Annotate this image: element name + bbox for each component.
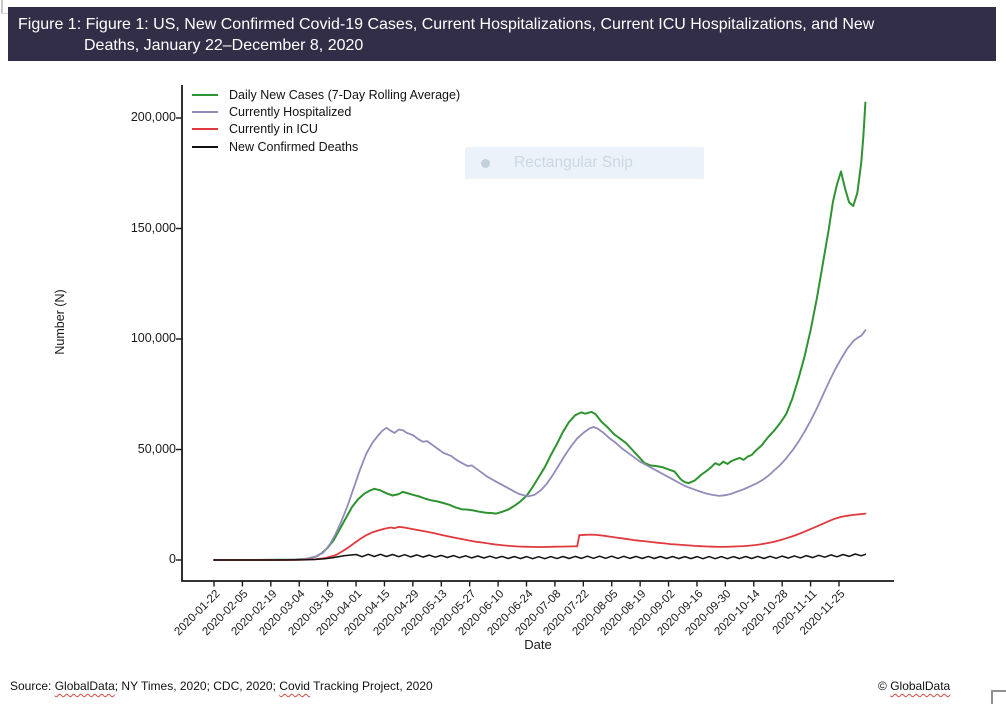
- copyright-symbol: ©: [878, 679, 891, 693]
- chart-legend: Daily New Cases (7-Day Rolling Average) C…: [192, 86, 460, 156]
- source-prefix: Source:: [10, 679, 55, 693]
- series-line-daily-new-cases-7-day-rolling-average-: [213, 101, 867, 561]
- legend-item: New Confirmed Deaths: [192, 138, 460, 155]
- series-line-currently-hospitalized: [213, 329, 867, 561]
- source-mid: ; NY Times, 2020; CDC, 2020;: [114, 679, 280, 693]
- copyright-brand: GlobalData: [890, 679, 951, 693]
- page-corner-artifact: [1, 0, 11, 14]
- copyright-line: © GlobalData: [878, 679, 950, 693]
- legend-item: Daily New Cases (7-Day Rolling Average): [192, 86, 460, 103]
- legend-label: Currently in ICU: [229, 122, 318, 137]
- series-line-currently-in-icu: [213, 512, 867, 561]
- legend-label: New Confirmed Deaths: [229, 139, 359, 154]
- source-line: Source: GlobalData; NY Times, 2020; CDC,…: [10, 679, 433, 693]
- source-globaldata: GlobalData: [54, 679, 115, 693]
- series-line-new-confirmed-deaths: [213, 553, 867, 561]
- source-suffix: Tracking Project, 2020: [309, 679, 433, 693]
- legend-label: Daily New Cases (7-Day Rolling Average): [229, 87, 461, 102]
- legend-line-swatch-icon: [192, 128, 218, 131]
- legend-label: Currently Hospitalized: [229, 105, 352, 120]
- y-tick-label: 50,000: [137, 441, 176, 456]
- table-resize-corner-mark: [991, 690, 1006, 704]
- legend-line-swatch-icon: [192, 93, 218, 96]
- snip-label: Rectangular Snip: [514, 154, 633, 171]
- axis-spines: [181, 85, 894, 582]
- source-covid: Covid: [279, 679, 310, 693]
- legend-line-swatch-icon: [192, 111, 218, 114]
- figure-title-line1: Figure 1: Figure 1: US, New Confirmed Co…: [18, 16, 875, 33]
- legend-item: Currently in ICU: [192, 121, 460, 138]
- figure-title-line2: Deaths, January 22–December 8, 2020: [84, 37, 364, 54]
- y-tick-label: 100,000: [130, 331, 176, 345]
- legend-item: Currently Hospitalized: [192, 103, 460, 120]
- rectangular-snip-overlay[interactable]: Rectangular Snip: [465, 147, 704, 179]
- y-tick-label: 0: [169, 552, 176, 566]
- snip-circle-dot-icon: [481, 158, 490, 168]
- y-tick-label: 200,000: [130, 110, 176, 124]
- y-tick-label: 150,000: [130, 220, 176, 235]
- legend-line-swatch-icon: [192, 145, 218, 148]
- x-axis-label: Date: [524, 637, 552, 652]
- y-axis-label: Number (N): [53, 289, 67, 355]
- figure-title-banner: Figure 1: Figure 1: US, New Confirmed Co…: [8, 7, 996, 61]
